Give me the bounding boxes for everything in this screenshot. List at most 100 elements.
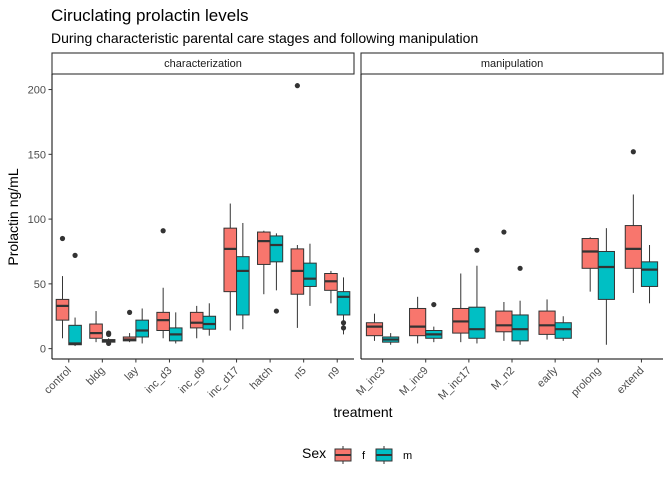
box-f-inc_d17 <box>223 203 238 331</box>
box-f-inc_d3 <box>156 228 170 339</box>
x-tick-label: hatch <box>248 365 276 393</box>
box-body <box>597 250 615 300</box>
box-body <box>468 306 486 339</box>
x-tick-label: M_inc17 <box>436 365 474 403</box>
facet-strip-label: manipulation <box>481 58 543 70</box>
outlier-point <box>106 330 112 336</box>
box-m-bldg <box>101 330 116 347</box>
box-m-M_n2 <box>511 265 529 345</box>
outlier-point <box>630 149 636 155</box>
box-body <box>511 314 529 342</box>
box-body <box>156 311 170 332</box>
box-f-control <box>55 235 70 339</box>
box-m-M_inc17 <box>468 247 486 344</box>
box-body <box>68 324 82 346</box>
box-m-extend <box>640 245 659 304</box>
box-m-inc_d9 <box>202 303 217 336</box>
facet-strip <box>51 52 355 75</box>
box-m-prolong <box>597 228 615 345</box>
box-body <box>581 238 599 269</box>
outlier-point <box>501 229 507 235</box>
box-m-n5 <box>303 243 317 306</box>
box-f-M_n2 <box>495 229 513 341</box>
box-body <box>257 231 271 265</box>
box-f-M_inc9 <box>409 296 427 344</box>
box-body <box>202 315 217 330</box>
outlier-point <box>431 301 437 308</box>
y-tick-label: 50 <box>34 279 46 291</box>
outlier-point <box>59 235 66 242</box>
box-m-inc_d17 <box>236 222 250 330</box>
box-m-inc_d3 <box>168 312 183 344</box>
box-f-hatch <box>257 230 271 295</box>
y-axis-title: Prolactin ng/mL <box>5 168 21 265</box>
y-tick-label: 100 <box>28 214 46 226</box>
x-tick-label: control <box>42 365 74 397</box>
box-m-M_inc9 <box>425 301 443 343</box>
legend-label: f <box>362 450 366 462</box>
outlier-point <box>160 228 166 234</box>
outlier-point <box>294 83 300 89</box>
outlier-point <box>340 320 347 326</box>
outlier-point <box>72 252 78 258</box>
box-f-n5 <box>290 83 305 328</box>
box-f-inc_d9 <box>189 305 204 339</box>
box-m-n9 <box>336 277 351 335</box>
x-tick-label: lay <box>123 364 142 383</box>
box-body <box>365 322 384 337</box>
box-body <box>336 291 351 316</box>
x-tick-label: extend <box>615 365 647 397</box>
x-tick-label: M_inc3 <box>354 365 388 399</box>
outlier-point <box>106 340 112 347</box>
box-m-early <box>554 316 572 341</box>
x-tick-label: M_inc9 <box>397 365 431 399</box>
box-body <box>495 310 513 333</box>
box-body <box>554 322 572 339</box>
x-tick-label: prolong <box>569 365 603 399</box>
box-f-n9 <box>324 270 338 304</box>
y-tick-label: 200 <box>28 85 46 97</box>
chart-title: Ciruclating prolactin levels <box>51 6 248 25</box>
chart-subtitle: During characteristic parental care stag… <box>51 30 478 46</box>
x-tick-label: inc_d17 <box>206 365 242 401</box>
box-f-lay <box>122 309 137 343</box>
box-body <box>89 323 103 339</box>
box-body <box>269 235 284 263</box>
x-tick-label: inc_d3 <box>143 365 174 396</box>
legend-key-m: m <box>375 446 412 464</box>
box-body <box>409 307 427 337</box>
facet-strip-label: characterization <box>164 58 242 70</box>
box-m-control <box>68 252 82 347</box>
x-tick-label: inc_d9 <box>177 365 208 396</box>
facet-strip <box>360 52 664 75</box>
legend: Sex f m <box>302 445 412 464</box>
outlier-point <box>474 247 480 253</box>
box-body <box>223 227 238 293</box>
x-tick-label: n5 <box>292 365 309 382</box>
outlier-point <box>273 308 280 314</box>
x-axis-title: treatment <box>333 404 392 420</box>
legend-key-f: f <box>334 446 366 464</box>
legend-label: m <box>403 450 412 462</box>
box-f-prolong <box>581 237 599 292</box>
box-body <box>538 310 556 335</box>
box-f-extend <box>624 149 642 293</box>
box-body <box>189 311 204 329</box>
box-f-early <box>538 299 556 340</box>
y-tick-label: 0 <box>40 344 46 356</box>
box-f-M_inc3 <box>365 313 384 341</box>
box-m-hatch <box>269 233 284 314</box>
x-tick-label: bldg <box>84 365 107 388</box>
x-tick-label: M_n2 <box>489 365 517 393</box>
box-m-M_inc3 <box>382 333 400 345</box>
box-body <box>624 225 642 269</box>
outlier-point <box>517 265 523 271</box>
box-body <box>303 262 317 287</box>
box-f-M_inc17 <box>452 273 470 343</box>
y-tick-label: 150 <box>28 149 46 161</box>
box-body <box>135 319 149 338</box>
legend-title: Sex <box>302 445 326 461</box>
